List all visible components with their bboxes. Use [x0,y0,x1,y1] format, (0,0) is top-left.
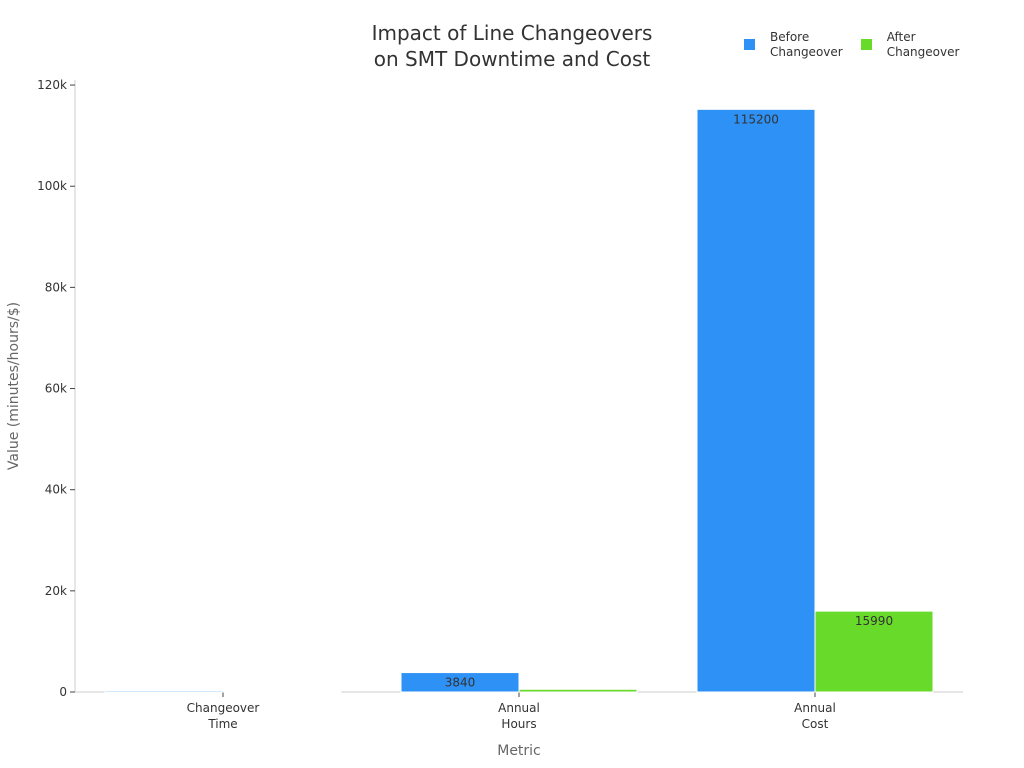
data-label-before: 115200 [733,112,779,126]
y-tick-label: 120k [37,78,67,92]
y-tick-label: 80k [45,280,67,294]
y-tick-label: 60k [45,382,67,396]
bar-before [104,690,224,693]
x-tick-label: Changeover [187,701,260,715]
chart-title-line-2: on SMT Downtime and Cost [373,47,651,71]
legend-item-after[interactable]: After Changeover [860,30,960,60]
x-tick-label: Time [207,717,237,731]
legend-swatch-after [860,39,872,50]
bar-after [814,610,934,693]
x-tick-label: Annual [498,701,540,715]
legend-label-after-line-2: Changeover [886,45,960,59]
y-axis-label: Value (minutes/hours/$) [6,302,22,470]
legend-label-before: Before Changeover [770,30,843,60]
bar-before [400,672,520,693]
legend-label-after: After Changeover [887,30,960,60]
x-tick-label: Annual [794,701,836,715]
chart-title-line-1: Impact of Line Changeovers [371,21,653,45]
y-tick-label: 0 [59,685,67,699]
data-label-before: 3840 [445,676,476,690]
legend-label-before-line-1: Before [770,30,810,44]
legend-item-before[interactable]: Before Changeover [744,30,843,60]
data-label-after: 15990 [855,614,893,628]
x-axis-label: Metric [497,743,541,759]
y-tick-label: 20k [45,584,67,598]
bar-after [518,688,638,693]
legend-swatch-before [744,39,755,50]
x-tick-label: Hours [501,717,536,731]
y-tick-label: 100k [37,179,67,193]
legend-label-before-line-2: Changeover [770,45,843,59]
x-tick-label: Cost [802,717,829,731]
chart-title: Impact of Line Changeovers on SMT Downti… [312,20,712,72]
bar-before [696,108,816,693]
legend-label-after-line-1: After [886,30,916,44]
y-tick-label: 40k [45,483,67,497]
legend: Before Changeover After Changeover [744,30,959,60]
